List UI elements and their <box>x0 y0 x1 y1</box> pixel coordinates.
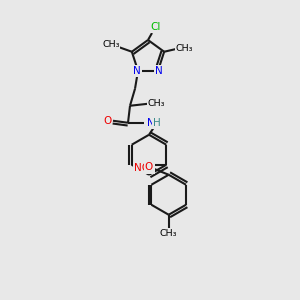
Text: N: N <box>155 66 163 76</box>
Text: CH₃: CH₃ <box>102 40 120 49</box>
Text: N: N <box>147 118 155 128</box>
Text: Cl: Cl <box>151 22 161 32</box>
Text: O: O <box>103 116 111 126</box>
Text: N: N <box>133 66 141 76</box>
Text: NO₂: NO₂ <box>134 163 154 173</box>
Text: CH₃: CH₃ <box>176 44 193 53</box>
Text: CH₃: CH₃ <box>147 99 165 108</box>
Text: CH₃: CH₃ <box>160 229 177 238</box>
Text: O: O <box>145 162 153 172</box>
Text: H: H <box>153 118 161 128</box>
